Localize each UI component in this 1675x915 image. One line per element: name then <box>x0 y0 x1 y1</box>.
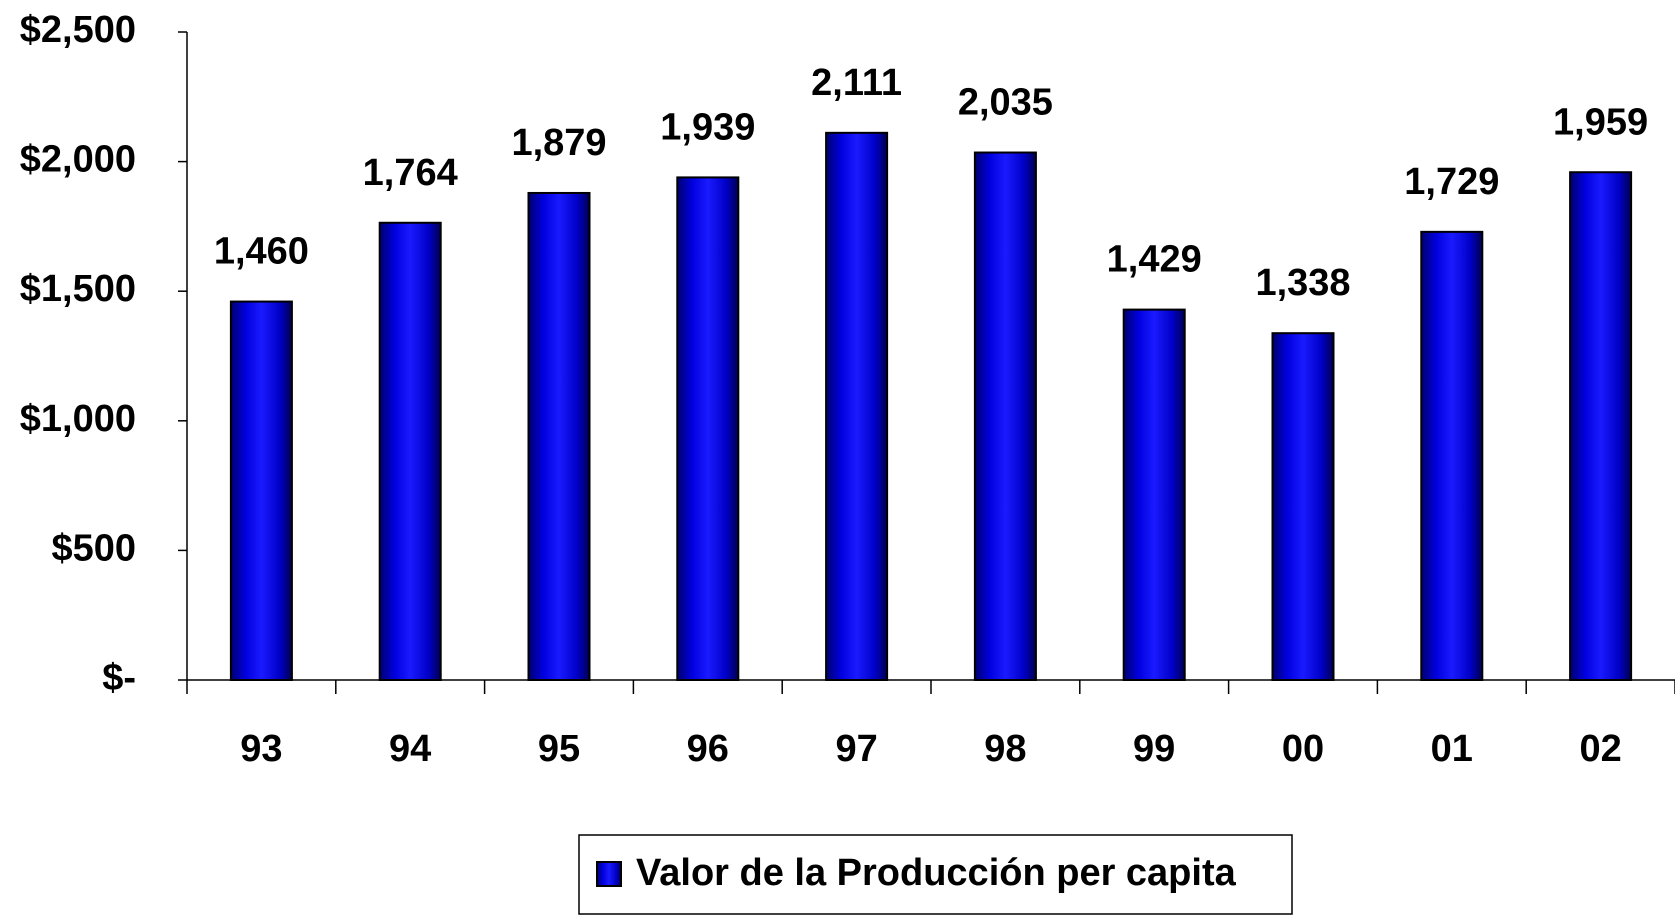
legend-swatch <box>596 861 622 887</box>
data-label: 2,111 <box>811 62 902 104</box>
bar <box>676 176 740 681</box>
y-tick-label: $- <box>102 657 136 699</box>
x-tick-label: 96 <box>687 728 729 770</box>
bar <box>825 131 889 681</box>
data-label: 1,729 <box>1404 161 1499 203</box>
y-tick-label: $2,500 <box>20 9 136 51</box>
x-tick-label: 94 <box>389 728 431 770</box>
x-tick-label: 95 <box>538 728 580 770</box>
bar <box>527 191 591 681</box>
legend-box <box>578 834 1293 915</box>
data-label: 1,338 <box>1255 262 1350 304</box>
bar <box>229 300 293 681</box>
x-tick-label: 99 <box>1133 728 1175 770</box>
legend-label: Valor de la Producción per capita <box>636 852 1237 894</box>
bar <box>1420 230 1484 681</box>
bar <box>1122 308 1186 681</box>
data-label: 2,035 <box>958 82 1053 124</box>
bar <box>378 221 442 681</box>
y-tick-label: $1,500 <box>20 268 136 310</box>
data-label: 1,429 <box>1107 239 1202 281</box>
bar <box>973 151 1037 681</box>
bar <box>1271 332 1335 681</box>
x-tick-label: 97 <box>835 728 877 770</box>
y-tick-label: $2,000 <box>20 139 136 181</box>
x-tick-label: 01 <box>1431 728 1473 770</box>
data-label: 1,879 <box>511 122 606 164</box>
data-label: 1,764 <box>363 152 458 194</box>
data-label: 1,460 <box>214 231 309 273</box>
x-tick-label: 93 <box>240 728 282 770</box>
y-tick-label: $1,000 <box>20 398 136 440</box>
x-tick-label: 02 <box>1579 728 1621 770</box>
x-tick-label: 00 <box>1282 728 1324 770</box>
bar <box>1569 171 1633 681</box>
x-tick-label: 98 <box>984 728 1026 770</box>
data-label: 1,959 <box>1553 101 1648 143</box>
y-tick-label: $500 <box>51 527 136 569</box>
data-label: 1,939 <box>660 106 755 148</box>
